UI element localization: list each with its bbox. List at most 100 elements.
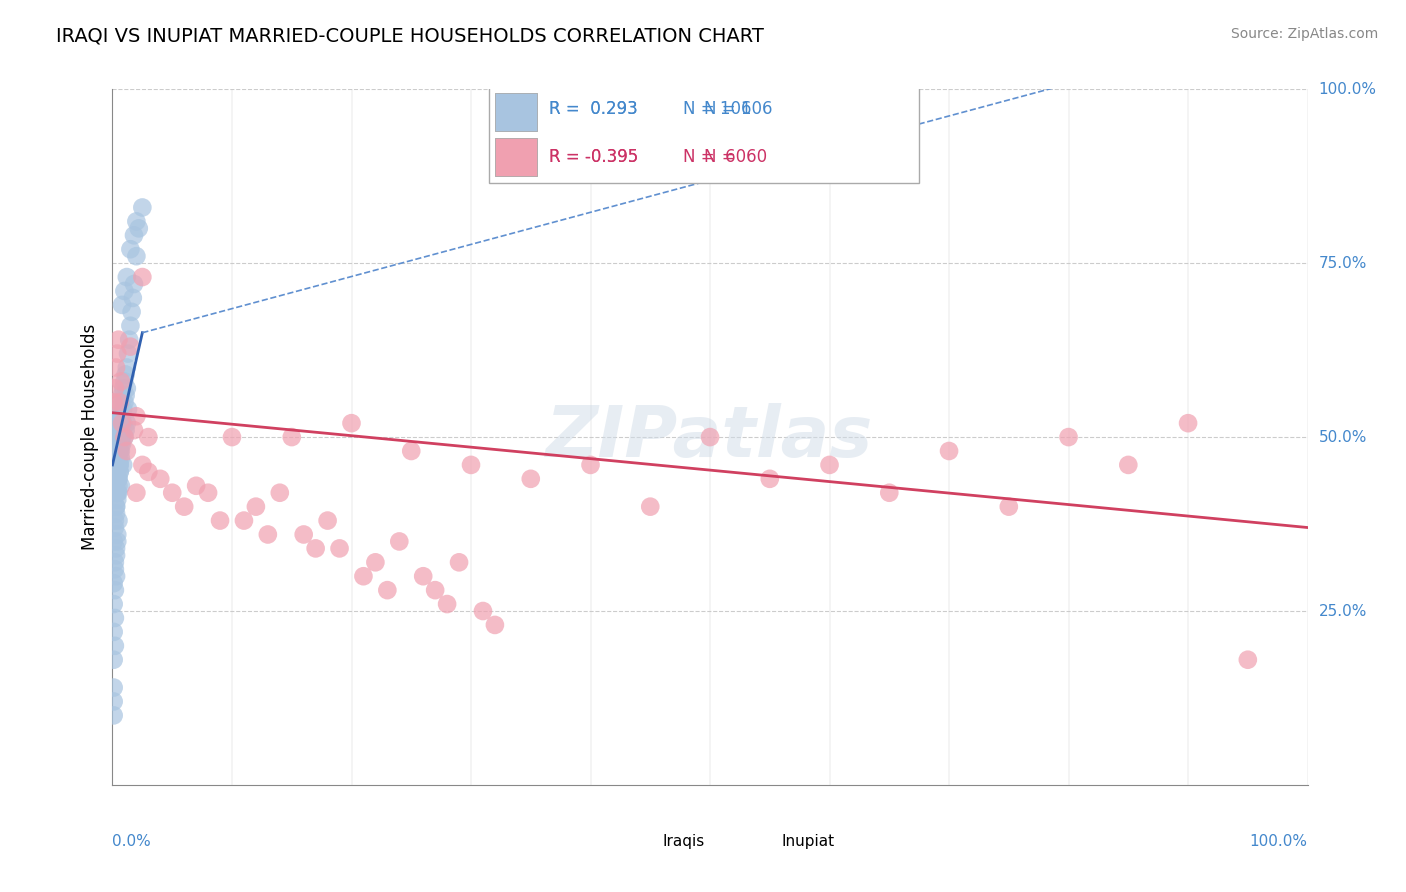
Point — [329, 541, 352, 556]
Point — [105, 416, 128, 430]
Point — [104, 639, 127, 653]
Point — [233, 514, 256, 528]
Text: Source: ZipAtlas.com: Source: ZipAtlas.com — [1230, 27, 1378, 41]
Point — [138, 465, 160, 479]
Point — [114, 284, 135, 298]
FancyBboxPatch shape — [489, 78, 920, 183]
Point — [1177, 416, 1199, 430]
Point — [104, 514, 127, 528]
Text: N =  60: N = 60 — [704, 148, 768, 167]
Point — [128, 221, 150, 235]
FancyBboxPatch shape — [734, 816, 768, 844]
Point — [120, 340, 142, 354]
Point — [149, 472, 172, 486]
Text: N = 106: N = 106 — [704, 100, 772, 118]
Point — [111, 430, 134, 444]
Point — [520, 472, 543, 486]
Point — [112, 381, 135, 395]
Point — [104, 437, 127, 451]
Point — [112, 402, 135, 417]
Point — [579, 458, 602, 472]
Point — [111, 388, 134, 402]
Point — [105, 507, 128, 521]
Point — [447, 555, 470, 569]
Point — [107, 437, 129, 451]
Point — [115, 381, 138, 395]
Point — [103, 450, 125, 465]
Point — [401, 444, 423, 458]
Text: R = -0.395: R = -0.395 — [548, 148, 638, 167]
Point — [105, 423, 128, 437]
Text: R =  0.293: R = 0.293 — [548, 100, 637, 118]
Point — [111, 430, 134, 444]
Point — [114, 368, 136, 382]
Point — [103, 430, 125, 444]
Point — [759, 472, 782, 486]
Point — [245, 500, 267, 514]
Point — [162, 485, 183, 500]
Point — [105, 500, 128, 514]
Text: R = -0.395: R = -0.395 — [548, 148, 638, 167]
Point — [103, 472, 125, 486]
FancyBboxPatch shape — [495, 138, 537, 177]
Point — [115, 360, 138, 375]
Point — [1057, 430, 1080, 444]
Point — [111, 416, 134, 430]
Point — [110, 437, 132, 451]
Point — [122, 228, 145, 243]
Point — [104, 381, 127, 395]
Point — [107, 430, 129, 444]
Text: 50.0%: 50.0% — [1319, 430, 1367, 444]
Point — [108, 409, 131, 424]
Point — [818, 458, 841, 472]
Point — [103, 534, 125, 549]
Text: Inupiat: Inupiat — [782, 834, 835, 848]
Point — [105, 472, 128, 486]
Point — [114, 423, 136, 437]
Point — [340, 416, 363, 430]
FancyBboxPatch shape — [495, 138, 537, 177]
Point — [105, 450, 128, 465]
Text: 75.0%: 75.0% — [1319, 256, 1367, 270]
Point — [104, 583, 127, 598]
Point — [107, 416, 129, 430]
Point — [425, 583, 447, 598]
Point — [472, 604, 495, 618]
Point — [125, 409, 148, 424]
Point — [114, 395, 135, 409]
Point — [186, 479, 208, 493]
Point — [103, 395, 125, 409]
Point — [108, 444, 131, 458]
Point — [104, 423, 127, 437]
Point — [108, 465, 131, 479]
FancyBboxPatch shape — [495, 93, 537, 131]
Point — [107, 458, 129, 472]
Point — [104, 458, 127, 472]
Point — [105, 430, 128, 444]
Point — [103, 708, 125, 723]
Point — [131, 458, 153, 472]
Point — [107, 402, 129, 417]
FancyBboxPatch shape — [495, 93, 537, 131]
Point — [110, 375, 132, 389]
Point — [105, 430, 128, 444]
Point — [105, 458, 128, 472]
Point — [1118, 458, 1140, 472]
Point — [121, 305, 143, 319]
Point — [105, 465, 128, 479]
Text: Iraqis: Iraqis — [662, 834, 704, 848]
Point — [105, 485, 128, 500]
Point — [103, 653, 125, 667]
Point — [879, 485, 901, 500]
Point — [412, 569, 434, 583]
Point — [125, 249, 148, 263]
Point — [377, 583, 399, 598]
Point — [125, 214, 148, 228]
Point — [105, 360, 128, 375]
Point — [104, 444, 127, 458]
Point — [998, 500, 1021, 514]
Point — [110, 479, 132, 493]
Point — [110, 395, 132, 409]
Point — [173, 500, 195, 514]
Point — [352, 569, 374, 583]
